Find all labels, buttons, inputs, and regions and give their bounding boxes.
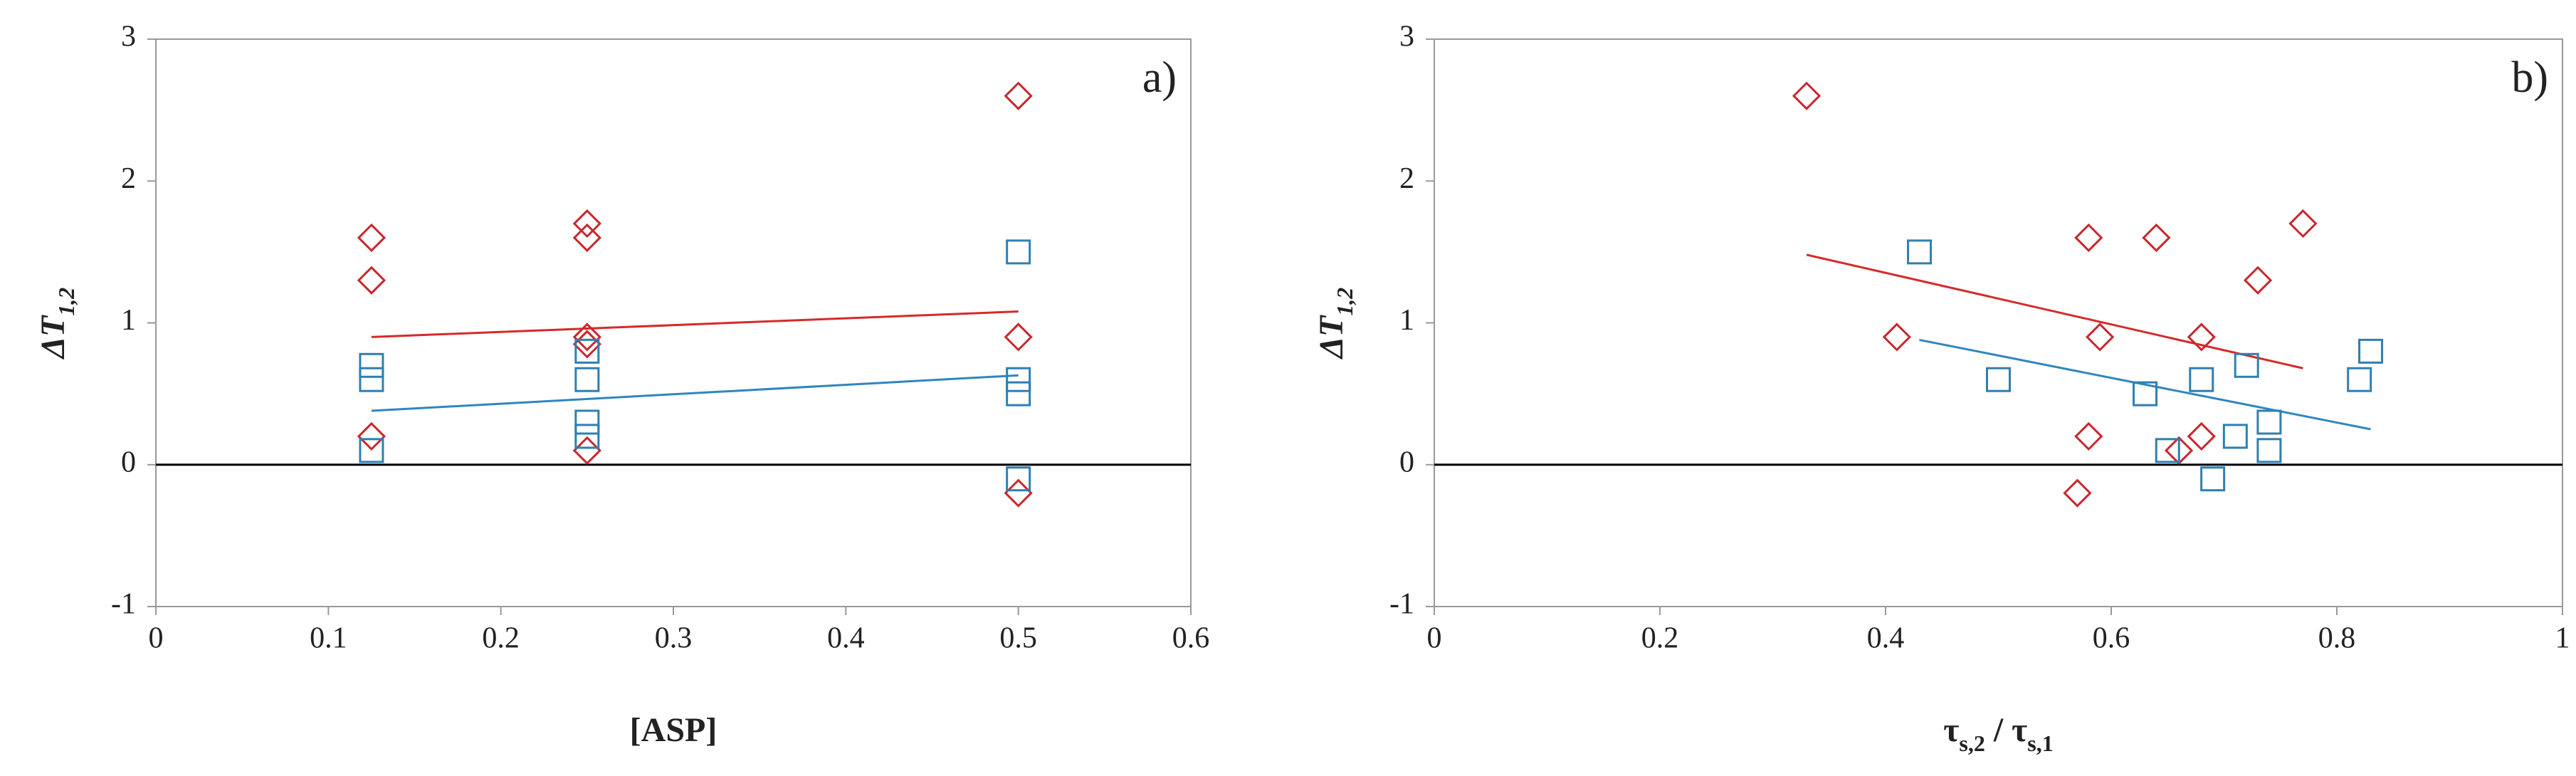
y-tick-label: -1 [1389,588,1414,621]
trend-line [1806,253,2303,369]
x-tick-label: 0.6 [1172,622,1210,655]
plot-frame [1434,38,2563,607]
text-part: τ [1943,711,1959,749]
square-marker [574,367,600,392]
square-marker [2133,381,2158,407]
x-tick-label: 1 [2555,622,2570,655]
diamond-marker [357,223,387,253]
square-marker [2189,367,2214,392]
square-marker [574,338,600,364]
square-marker [1907,239,1933,265]
plot-frame [155,38,1192,607]
square-marker [1006,367,1031,392]
diamond-marker [2187,323,2216,352]
diamond-marker [1792,81,1821,110]
y-tick-label: 0 [121,446,136,478]
y-tick-label: 1 [121,304,136,337]
square-marker [359,438,384,463]
square-marker [2347,367,2372,392]
diamond-marker [1004,81,1033,110]
text-part: ΔT [34,315,72,360]
diamond-marker [572,436,601,465]
x-tick-label: 0.1 [310,622,347,655]
diamond-marker [1004,478,1033,508]
square-marker [2358,338,2384,364]
diamond-marker [2074,421,2103,451]
text-part: / τ [1985,711,2027,749]
trend-line [371,310,1019,338]
x-tick-label: 0.4 [827,622,865,655]
y-tick-label: 3 [121,21,136,53]
x-tick-label: 0 [1427,622,1442,655]
panel-label: b) [2511,53,2548,102]
x-tick-label: 0.5 [999,622,1037,655]
diamond-marker [572,223,601,253]
square-marker [2200,466,2226,492]
subscript: 1,2 [1332,288,1357,316]
diamond-marker [572,209,601,238]
y-axis-title: ΔT1,2 [34,288,79,360]
square-marker [2234,352,2259,378]
x-tick-label: 0.2 [482,622,520,655]
square-marker [1006,239,1031,265]
trend-line [371,374,1019,412]
square-marker [359,367,384,392]
diamond-marker [2187,421,2216,451]
x-tick-label: 0 [149,622,164,655]
diamond-marker [2074,223,2103,253]
diamond-marker [2142,223,2171,253]
square-marker [1006,381,1031,407]
diamond-marker [357,421,387,451]
diamond-marker [2243,266,2273,295]
y-axis-title: ΔT1,2 [1313,288,1357,360]
diamond-marker [2164,436,2194,465]
square-marker [2222,424,2248,449]
diamond-marker [572,323,601,352]
diamond-marker [2288,209,2318,238]
diamond-marker [572,330,601,359]
diamond-marker [2086,323,2115,352]
square-marker [574,409,600,435]
square-marker [359,352,384,378]
square-marker [2155,438,2180,463]
square-marker [2256,409,2282,435]
square-marker [1986,367,2011,392]
text-part: ΔT [1313,315,1350,360]
trend-line [1919,338,2371,431]
subscript: s,2 [1959,730,1984,756]
square-marker [1006,466,1031,492]
panel-label: a) [1142,53,1177,102]
y-tick-label: 3 [1399,21,1414,53]
square-marker [2256,438,2282,463]
x-tick-label: 0.4 [1867,622,1905,655]
y-tick-label: 1 [1399,304,1414,337]
y-tick-label: -1 [111,588,136,621]
diamond-marker [1882,323,1911,352]
x-tick-label: 0.6 [2093,622,2130,655]
y-tick-label: 0 [1399,446,1414,478]
x-axis-title: τs,2 / τs,1 [1943,711,2054,756]
y-tick-label: 2 [1399,162,1414,195]
subscript: s,1 [2027,730,2053,756]
subscript: 1,2 [53,288,79,316]
x-axis-title: [ASP] [630,711,717,749]
diamond-marker [357,266,387,295]
x-tick-label: 0.2 [1641,622,1679,655]
x-tick-label: 0.3 [655,622,693,655]
diamond-marker [2063,478,2092,508]
y-tick-label: 2 [121,162,136,195]
square-marker [574,424,600,449]
x-tick-label: 0.8 [2318,622,2356,655]
diamond-marker [1004,323,1033,352]
